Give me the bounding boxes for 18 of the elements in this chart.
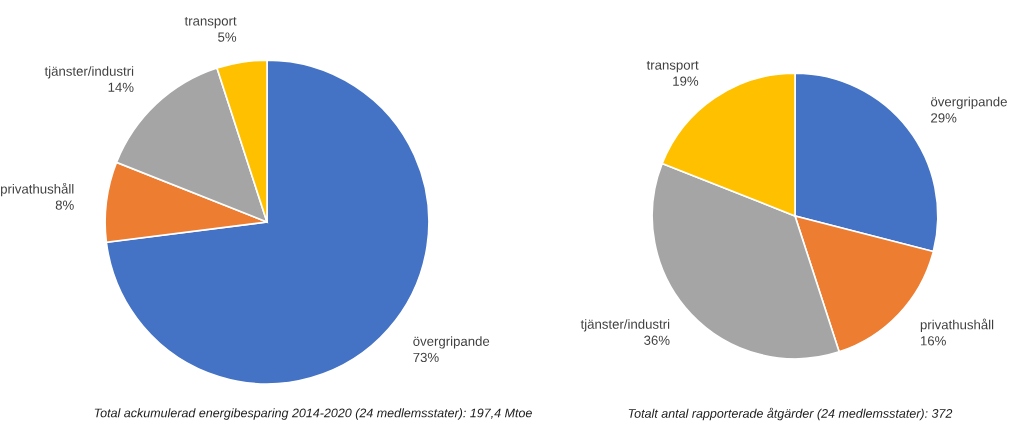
text: Totalt antal rapporterade åtgärder (24 medlemsstater): 372 <box>628 407 953 421</box>
data-label: 36% <box>644 335 670 345</box>
slice-label: transport <box>184 16 237 29</box>
slice-label: tjänster/industri <box>44 66 134 79</box>
slice-label: transport <box>646 61 699 73</box>
data-label: 19% <box>673 76 699 86</box>
slice-label: tjänster/industri <box>580 319 670 332</box>
data-label: 14% <box>108 82 134 92</box>
text: Total ackumulerad energibesparing 2014-2020 (24 medlemsstater): 197,4 Mtoe <box>94 408 532 420</box>
data-label: 29% <box>931 113 957 123</box>
data-label: 73% <box>413 352 439 363</box>
slice-label: övergripande <box>931 96 1007 110</box>
data-label: 16% <box>920 336 946 346</box>
slice-label: privathushåll <box>920 318 994 332</box>
data-label: 8% <box>55 200 74 210</box>
slice-label: övergripande <box>413 336 490 349</box>
slice-label: privathushåll <box>1 182 74 197</box>
data-label: 5% <box>218 32 237 42</box>
